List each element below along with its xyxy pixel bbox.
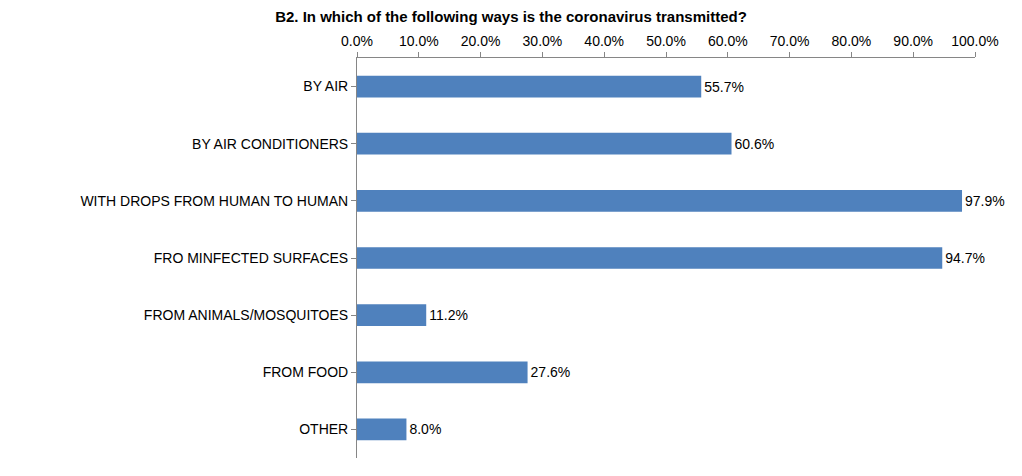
svg-text:FROM ANIMALS/MOSQUITOES: FROM ANIMALS/MOSQUITOES [144,307,348,323]
svg-text:100.0%: 100.0% [951,33,998,49]
svg-text:FRO MINFECTED SURFACES: FRO MINFECTED SURFACES [154,250,348,266]
svg-text:OTHER: OTHER [299,421,348,437]
svg-text:BY AIR CONDITIONERS: BY AIR CONDITIONERS [192,136,348,152]
svg-text:8.0%: 8.0% [409,421,441,437]
svg-text:10.0%: 10.0% [399,33,439,49]
svg-text:WITH DROPS FROM HUMAN TO HUMAN: WITH DROPS FROM HUMAN TO HUMAN [80,193,348,209]
svg-text:55.7%: 55.7% [704,79,744,95]
svg-text:80.0%: 80.0% [832,33,872,49]
svg-text:0.0%: 0.0% [341,33,373,49]
svg-text:BY AIR: BY AIR [303,78,348,94]
svg-text:90.0%: 90.0% [893,33,933,49]
svg-text:11.2%: 11.2% [429,307,468,323]
svg-text:27.6%: 27.6% [531,364,571,380]
svg-text:40.0%: 40.0% [584,33,624,49]
svg-text:FROM FOOD: FROM FOOD [263,364,349,380]
svg-text:20.0%: 20.0% [461,33,501,49]
svg-text:94.7%: 94.7% [945,250,985,266]
svg-text:60.6%: 60.6% [735,136,775,152]
svg-text:60.0%: 60.0% [708,33,748,49]
svg-text:B2. In which of the following: B2. In which of the following ways is th… [275,8,747,25]
svg-text:30.0%: 30.0% [523,33,563,49]
svg-text:50.0%: 50.0% [646,33,686,49]
svg-text:70.0%: 70.0% [770,33,810,49]
svg-text:97.9%: 97.9% [965,193,1005,209]
